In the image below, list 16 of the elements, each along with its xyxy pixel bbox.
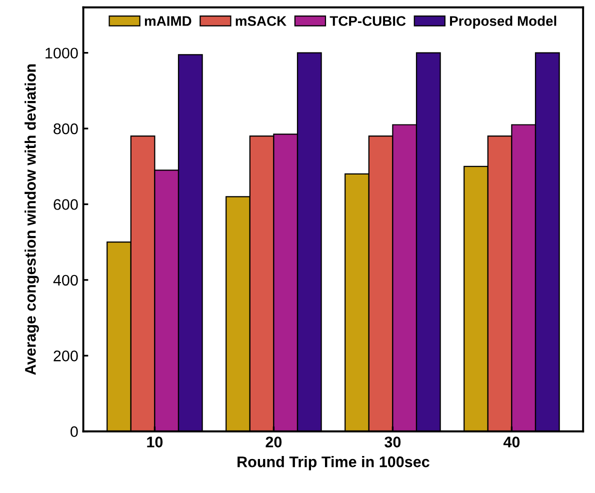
y-tick-label: 0 <box>70 426 78 438</box>
legend-label: Proposed Model <box>450 16 556 29</box>
x-tick-label: 30 <box>384 436 401 448</box>
y-axis-title: Average congestion window with deviation <box>24 64 39 375</box>
x-tick-label: 10 <box>147 436 163 448</box>
y-tick-label: 200 <box>54 350 78 362</box>
x-tick-label: 40 <box>503 436 520 448</box>
y-tick-label: 400 <box>53 274 78 286</box>
x-axis-title: Round Trip Time in 100sec <box>238 456 430 470</box>
legend-label: TCP-CUBIC <box>330 16 406 26</box>
legend-label: mSACK <box>236 16 286 26</box>
x-tick-label: 20 <box>266 436 282 448</box>
y-tick-label: 600 <box>54 199 78 210</box>
y-tick-label: 800 <box>54 123 78 134</box>
legend-label: mAIMD <box>144 16 192 26</box>
y-tick-label: 1000 <box>46 48 78 59</box>
